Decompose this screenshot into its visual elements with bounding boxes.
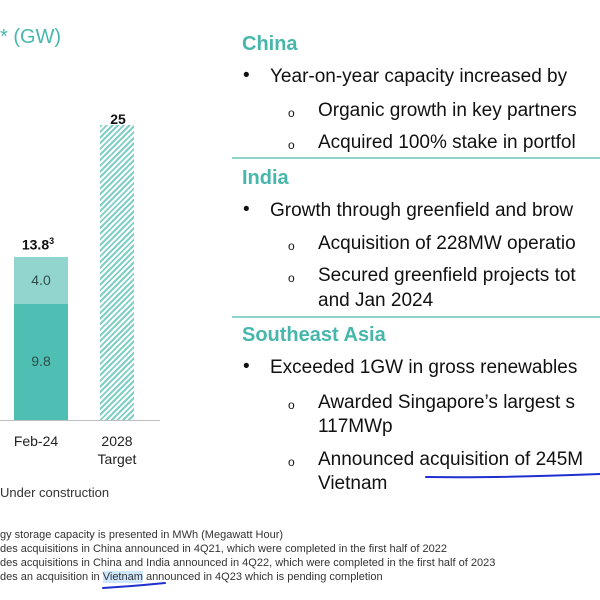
sub-sea-2-cont: Vietnam (318, 473, 388, 494)
bullet-china: • Year-on-year capacity increased by (243, 65, 568, 88)
sub-text: Acquisition of 228MW operatio (318, 233, 576, 254)
footnote-2: des acquisitions in China announced in 4… (0, 543, 447, 555)
chart-title-fragment: * (GW) (0, 26, 62, 48)
sub-bullet-glyph: o (288, 138, 295, 152)
section-title-china: China (242, 33, 298, 55)
footnote-4-end: announced in 4Q23 which is pending compl… (142, 571, 383, 583)
annotation-underline-vietnam (102, 582, 166, 589)
legend-under-construction: Under construction (0, 485, 110, 500)
x-label-2028: 2028 Target (87, 432, 147, 468)
section-title-india: India (242, 167, 289, 189)
bullet-india: • Growth through greenfield and brow (243, 199, 574, 222)
sub-sea-2: o Announced acquisition of 245M (288, 449, 584, 471)
sub-text: Awarded Singapore’s largest s (318, 392, 576, 413)
x-label-2028-line2: Target (97, 451, 137, 467)
sub-bullet-glyph: o (288, 455, 295, 469)
section-title-southeast-asia: Southeast Asia (242, 324, 386, 346)
bar-total-2028: 25 (110, 111, 126, 127)
sub-india-2-cont: and Jan 2024 (318, 290, 434, 311)
footnote-marker: 3 (49, 236, 55, 246)
bar-total-feb24: 13.83 (8, 236, 68, 253)
bar-feb24-operational (14, 304, 68, 420)
bullet-glyph: • (243, 65, 250, 86)
bullet-text: Exceeded 1GW in gross renewables (270, 357, 578, 378)
sub-bullet-glyph: o (288, 106, 295, 120)
bullet-text: Year-on-year capacity increased by (270, 66, 568, 87)
sub-sea-1: o Awarded Singapore’s largest s (288, 392, 576, 414)
sub-text: Organic growth in key partners (318, 100, 577, 121)
sub-text: Acquired 100% stake in portfol (318, 132, 576, 153)
sub-china-2: o Acquired 100% stake in portfol (288, 132, 576, 154)
sub-china-1: o Organic growth in key partners (288, 100, 577, 122)
x-label-feb24: Feb-24 (13, 433, 59, 449)
section-divider (232, 316, 600, 318)
x-axis-line (0, 420, 160, 421)
footnote-4-highlight: Vietnam (102, 571, 143, 583)
bar-2028-target (100, 125, 134, 420)
segment-label-under-construction: 4.0 (31, 271, 51, 288)
sub-bullet-glyph: o (288, 239, 295, 253)
section-divider (232, 157, 600, 159)
bullet-text: Growth through greenfield and brow (270, 200, 574, 221)
segment-label-operational: 9.8 (31, 353, 51, 370)
sub-bullet-glyph: o (288, 271, 295, 285)
sub-india-1: o Acquisition of 228MW operatio (288, 233, 576, 255)
footnote-4-start: des an acquisition in (0, 571, 103, 583)
sub-sea-1-cont: 117MWp (318, 416, 393, 437)
bar-feb24-under-construction (14, 257, 68, 305)
footnote-1: gy storage capacity is presented in MWh … (0, 529, 284, 541)
x-label-2028-line1: 2028 (101, 433, 133, 449)
sub-text: Secured greenfield projects tot (318, 265, 576, 286)
bullet-glyph: • (243, 356, 250, 377)
footnote-3: des acquisitions in China and India anno… (0, 557, 496, 569)
bar-total-feb24-value: 13.8 (21, 236, 50, 253)
sub-text: Announced acquisition of 245M (318, 449, 584, 470)
footnote-4: des an acquisition in Vietnam announced … (0, 571, 383, 583)
sub-bullet-glyph: o (288, 398, 295, 412)
bullet-glyph: • (243, 199, 250, 220)
bullet-southeast-asia: • Exceeded 1GW in gross renewables (243, 356, 578, 379)
annotation-underline-acquisition (425, 473, 600, 479)
sub-india-2: o Secured greenfield projects tot (288, 265, 576, 287)
